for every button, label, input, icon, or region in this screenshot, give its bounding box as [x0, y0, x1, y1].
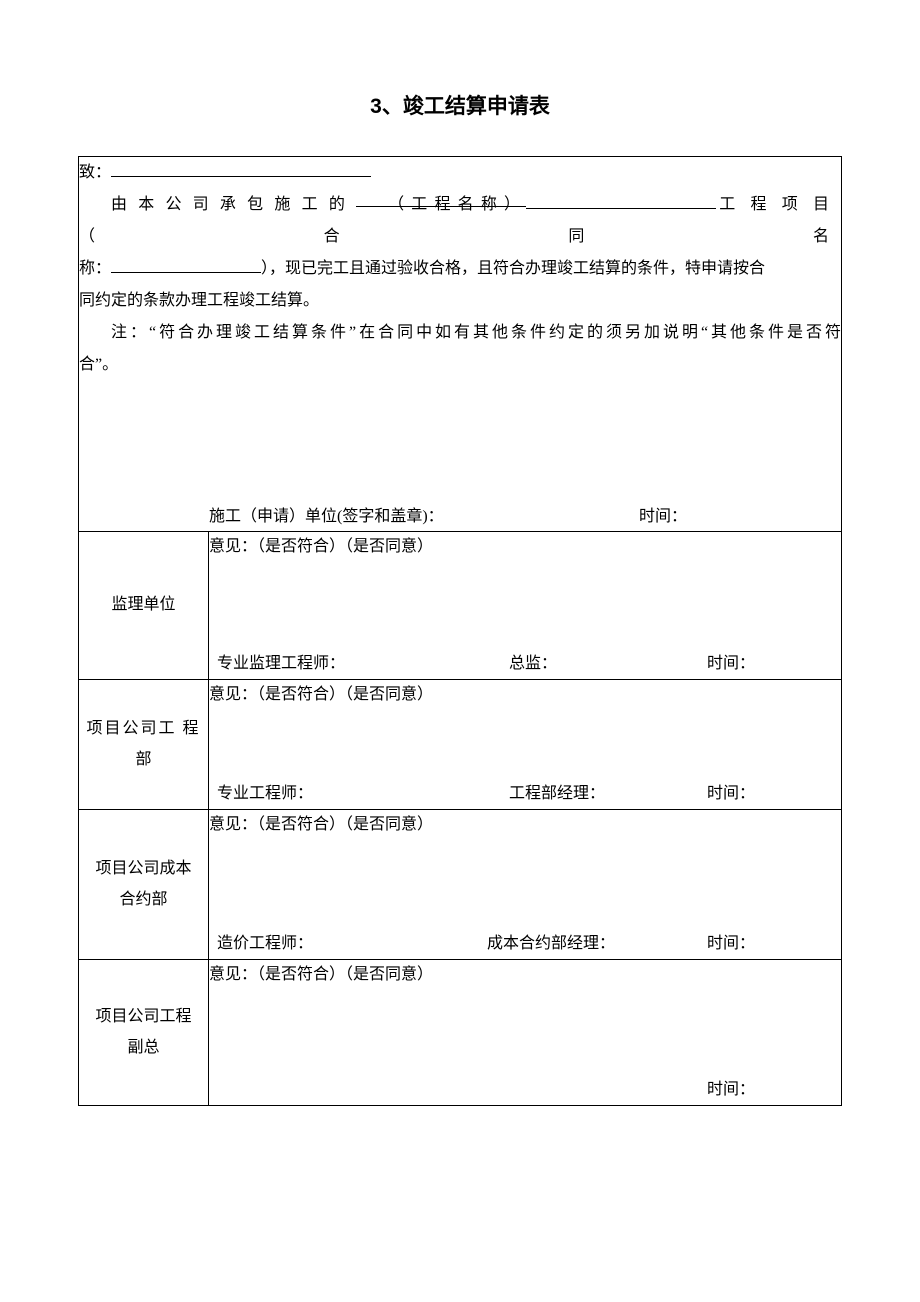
sig-2a: 造价工程师：: [217, 929, 313, 959]
sig-0b: 总监：: [509, 649, 557, 679]
to-label: 致：: [79, 164, 111, 181]
sig-2c: 时间：: [707, 929, 755, 959]
opinion-text-0: 意见：（是否符合）（是否同意）: [209, 532, 841, 562]
sig-line-0: 专业监理工程师： 总监： 时间：: [217, 649, 833, 675]
note-line-1: 注：“符合办理竣工结算条件”在合同中如有其他条件约定的须另加说明“其他条件是否符: [79, 317, 841, 349]
label-cost-dept: 项目公司成本 合约部: [79, 810, 209, 960]
row-supervision: 监理单位 意见：（是否符合）（是否同意） 专业监理工程师： 总监： 时间：: [79, 532, 842, 680]
applicant-time-label: 时间：: [639, 501, 687, 533]
applicant-sign-label: 施工（申请）单位(签字和盖章)：: [209, 501, 444, 533]
sig-0c: 时间：: [707, 649, 755, 679]
label-eng-dept-l2: 部: [79, 745, 208, 775]
contract-name-blank[interactable]: [111, 255, 261, 273]
intro-1a: 由本公司承包施工的: [111, 196, 356, 213]
opinion-eng-dept: 意见：（是否符合）（是否同意） 专业工程师： 工程部经理： 时间：: [209, 680, 842, 810]
opinion-text-1: 意见：（是否符合）（是否同意）: [209, 680, 841, 710]
sig-line-1: 专业工程师： 工程部经理： 时间：: [217, 779, 833, 805]
sig-line-2: 造价工程师： 成本合约部经理： 时间：: [217, 929, 833, 955]
intro-2b: ），现已完工且通过验收合格，且符合办理竣工结算的条件，特申请按合: [261, 260, 765, 277]
label-eng-dept: 项目公司工 程 部: [79, 680, 209, 810]
row-eng-dept: 项目公司工 程 部 意见：（是否符合）（是否同意） 专业工程师： 工程部经理： …: [79, 680, 842, 810]
sig-3c: 时间：: [707, 1075, 755, 1105]
intro-text-block: 致： 由本公司承包施工的（工程名称）工程项目（合同名 称： ），现已完工且通过验收…: [79, 157, 841, 381]
to-blank[interactable]: [111, 159, 371, 177]
opinion-vp: 意见：（是否符合）（是否同意） 时间：: [209, 960, 842, 1106]
opinion-supervision: 意见：（是否符合）（是否同意） 专业监理工程师： 总监： 时间：: [209, 532, 842, 680]
label-cost-dept-l2: 合约部: [79, 885, 208, 915]
row-cost-dept: 项目公司成本 合约部 意见：（是否符合）（是否同意） 造价工程师： 成本合约部经…: [79, 810, 842, 960]
sig-0a: 专业监理工程师：: [217, 649, 345, 679]
label-vp-l2: 副总: [79, 1033, 208, 1063]
sig-1c: 时间：: [707, 779, 755, 809]
sig-1a: 专业工程师：: [217, 779, 313, 809]
intro-cell: 致： 由本公司承包施工的（工程名称）工程项目（合同名 称： ），现已完工且通过验收…: [79, 157, 842, 532]
opinion-text-2: 意见：（是否符合）（是否同意）: [209, 810, 841, 840]
to-line: 致：: [79, 157, 841, 189]
project-name-blank[interactable]: （工程名称）: [356, 189, 526, 207]
sig-line-3: 时间：: [217, 1075, 833, 1101]
sig-1b: 工程部经理：: [509, 779, 605, 809]
intro-2a: 称：: [79, 260, 111, 277]
opinion-cost-dept: 意见：（是否符合）（是否同意） 造价工程师： 成本合约部经理： 时间：: [209, 810, 842, 960]
project-blank-2[interactable]: [526, 191, 716, 209]
label-vp: 项目公司工程 副总: [79, 960, 209, 1106]
row-vp: 项目公司工程 副总 意见：（是否符合）（是否同意） 时间：: [79, 960, 842, 1106]
label-supervision: 监理单位: [79, 532, 209, 680]
intro-line-1: 由本公司承包施工的（工程名称）工程项目（合同名: [79, 189, 841, 253]
sig-2b: 成本合约部经理：: [487, 929, 615, 959]
note-line-2: 合”。: [79, 349, 841, 381]
intro-line-3: 同约定的条款办理工程竣工结算。: [79, 285, 841, 317]
intro-row: 致： 由本公司承包施工的（工程名称）工程项目（合同名 称： ），现已完工且通过验收…: [79, 157, 842, 532]
label-eng-dept-l1: 项目公司工 程: [79, 714, 208, 744]
intro-signature-row: 施工（申请）单位(签字和盖章)： 时间：: [79, 501, 841, 531]
label-vp-l1: 项目公司工程: [79, 1002, 208, 1032]
page-title: 3、竣工结算申请表: [78, 90, 842, 120]
application-form-table: 致： 由本公司承包施工的（工程名称）工程项目（合同名 称： ），现已完工且通过验收…: [78, 156, 842, 1106]
label-cost-dept-l1: 项目公司成本: [79, 854, 208, 884]
intro-line-2: 称： ），现已完工且通过验收合格，且符合办理竣工结算的条件，特申请按合: [79, 253, 841, 285]
opinion-text-3: 意见：（是否符合）（是否同意）: [209, 960, 841, 990]
